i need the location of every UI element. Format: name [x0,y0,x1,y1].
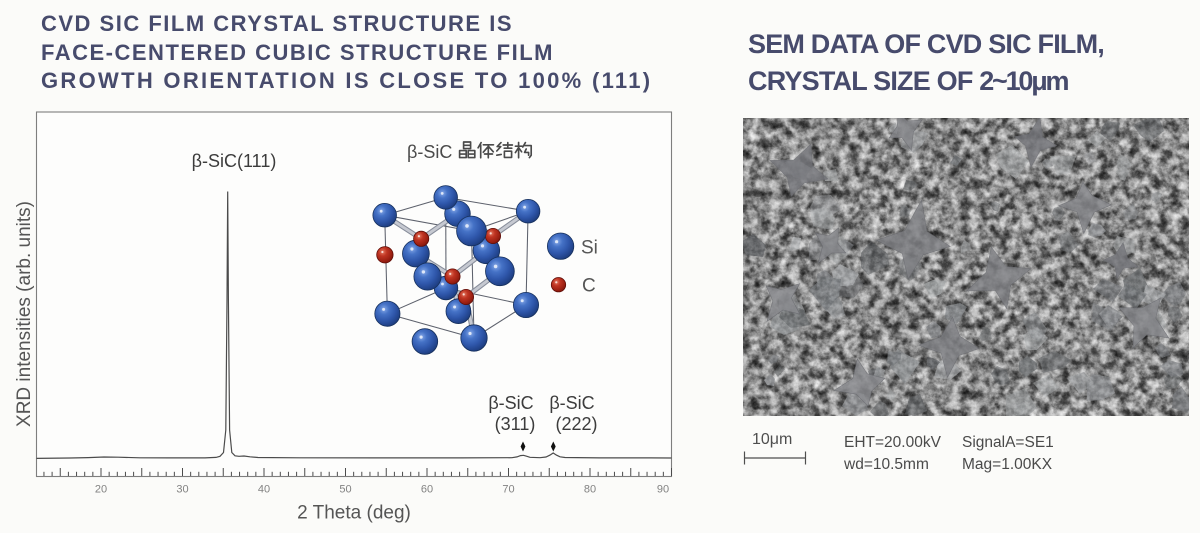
svg-text:β-SiC(111): β-SiC(111) [192,151,277,171]
svg-text:30: 30 [176,484,188,496]
svg-text:50: 50 [339,484,351,496]
svg-text:(222): (222) [555,414,597,434]
svg-text:β-SiC: β-SiC [488,393,533,413]
svg-text:(311): (311) [495,414,536,434]
svg-text:40: 40 [258,484,270,496]
svg-text:C: C [582,276,596,297]
svg-text:β-SiC: β-SiC [407,142,452,162]
svg-text:90: 90 [657,484,669,496]
svg-text:β-SiC: β-SiC [549,393,594,413]
svg-text:80: 80 [584,484,596,496]
svg-text:2 Theta (deg): 2 Theta (deg) [297,503,411,524]
svg-text:60: 60 [421,484,433,496]
svg-text:XRD intensities (arb. units): XRD intensities (arb. units) [14,201,35,427]
svg-text:70: 70 [502,484,514,496]
svg-text:Si: Si [581,238,598,259]
svg-text:20: 20 [95,484,107,496]
